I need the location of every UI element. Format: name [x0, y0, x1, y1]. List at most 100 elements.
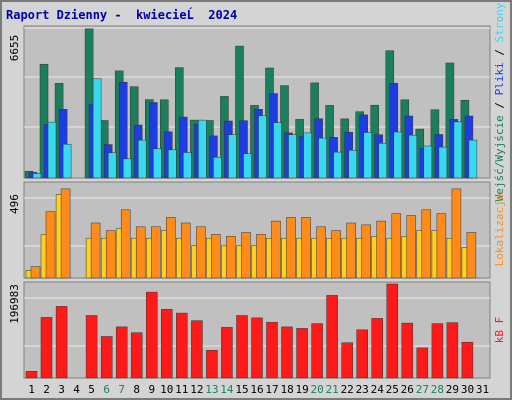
top-bar: [363, 132, 372, 179]
x-tick-label: 3: [58, 383, 65, 396]
top-bar: [423, 145, 433, 179]
middle-bar: [346, 222, 356, 279]
middle-bar: [196, 226, 206, 279]
top-bar: [183, 152, 192, 179]
bottom-side-legend: kB F: [493, 317, 506, 344]
bottom-bar: [25, 371, 38, 379]
middle-bar: [316, 226, 326, 279]
middle-bar: [451, 188, 462, 279]
top-bar: [32, 173, 42, 179]
top-bar: [438, 146, 448, 179]
bottom-bar: [100, 336, 113, 379]
top-bar: [303, 132, 312, 179]
x-tick-label: 18: [280, 383, 293, 396]
middle-bar: [181, 222, 191, 279]
bottom-bar: [341, 342, 353, 379]
x-tick-label: 31: [476, 383, 489, 396]
x-tick-label: 11: [175, 383, 188, 396]
x-tick-label: 17: [265, 383, 278, 396]
bottom-bar: [115, 326, 128, 379]
top-bar: [62, 143, 72, 179]
bottom-bar: [386, 283, 399, 379]
middle-bar: [60, 188, 71, 279]
bottom-bar: [161, 309, 173, 379]
x-tick-label: 27: [416, 383, 429, 396]
bottom-bar: [371, 318, 383, 379]
top-bar: [378, 143, 387, 179]
top-bar: [92, 78, 102, 179]
bottom-bar: [446, 322, 459, 379]
middle-bar: [286, 217, 296, 279]
bottom-bar: [296, 328, 308, 379]
middle-bar: [466, 232, 477, 279]
side-legend-entry: kB F: [493, 317, 506, 344]
top-ymax-label: 6655: [8, 35, 21, 62]
x-tick-label: 29: [446, 383, 459, 396]
x-tick-label: 30: [461, 383, 474, 396]
middle-bar: [376, 220, 386, 279]
side-legend-entry: Strony: [493, 2, 506, 42]
top-bar: [168, 149, 177, 179]
top-bar: [107, 152, 117, 179]
middle-bar: [166, 217, 176, 279]
x-tick-label: 15: [235, 383, 248, 396]
top-bar: [122, 158, 132, 179]
x-tick-label: 5: [88, 383, 95, 396]
middle-bar: [361, 224, 371, 279]
bottom-bar: [326, 295, 338, 379]
top-bar: [137, 139, 147, 179]
middle-bar: [105, 230, 116, 279]
middle-bar: [30, 266, 41, 279]
x-tick-label: 9: [148, 383, 155, 396]
top-bar: [198, 119, 207, 179]
top-bar: [228, 134, 237, 179]
bottom-bar: [221, 327, 233, 379]
bottom-bar: [431, 323, 444, 379]
x-tick-label: 1: [28, 383, 35, 396]
page-title: Raport Dzienny - kwiecieĹ 2024: [6, 8, 238, 22]
bottom-bar: [55, 306, 68, 379]
top-bar: [318, 137, 327, 179]
middle-bar: [331, 230, 341, 279]
x-tick-label: 22: [341, 383, 354, 396]
bottom-bar: [206, 350, 218, 379]
top-bar: [333, 151, 342, 179]
middle-bar: [211, 234, 221, 279]
top-bar: [453, 121, 463, 179]
bottom-bar: [356, 329, 368, 379]
x-tick-label: 24: [371, 383, 385, 396]
bottom-bar: [266, 321, 278, 379]
x-tick-label: 10: [160, 383, 173, 396]
x-tick-label: 12: [190, 383, 203, 396]
side-legend-entry: Wejść/Wyjście: [493, 115, 506, 201]
x-tick-label: 19: [295, 383, 308, 396]
middle-bar: [151, 226, 161, 279]
bottom-ymax-label: 196983: [8, 284, 21, 324]
bottom-bar: [251, 317, 263, 379]
top-bar: [258, 115, 267, 179]
bottom-bar: [146, 291, 158, 379]
top-bar: [153, 148, 162, 179]
top-bar: [393, 131, 403, 179]
middle-bar: [406, 215, 417, 279]
bottom-bar: [85, 315, 98, 379]
middle-bar: [421, 209, 432, 279]
x-tick-label: 23: [356, 383, 369, 396]
top-side-legend: Wejść/Wyjście / Pliki / Strony: [493, 2, 506, 201]
middle-side-legend: Lokalizacje: [493, 194, 506, 267]
top-bar: [243, 153, 252, 179]
middle-bar: [45, 211, 56, 279]
top-bar: [288, 134, 297, 179]
top-bar: [468, 139, 478, 179]
bottom-bar: [130, 332, 143, 379]
bottom-bar: [191, 320, 203, 379]
bottom-bar: [236, 315, 248, 379]
side-legend-entry: Lokalizacje: [493, 194, 506, 267]
bottom-bar: [416, 347, 429, 379]
middle-bar: [256, 234, 266, 279]
top-bar: [348, 150, 357, 179]
x-tick-label: 6: [103, 383, 110, 396]
middle-bar: [135, 226, 146, 279]
x-tick-label: 8: [133, 383, 140, 396]
